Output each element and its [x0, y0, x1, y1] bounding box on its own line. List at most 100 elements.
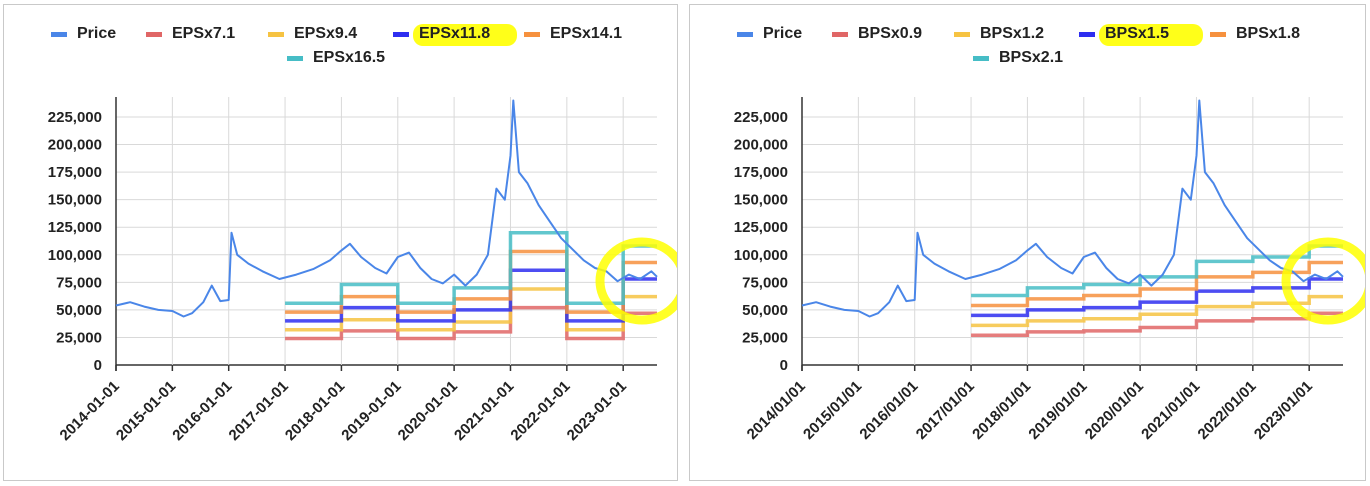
x-tick-label: 2017/01/01 — [913, 378, 978, 443]
legend-label: EPSx7.1 — [172, 25, 235, 42]
x-tick-label: 2014/01/01 — [744, 378, 809, 443]
legend-item[interactable]: EPSx14.1 — [524, 25, 622, 42]
x-tick-label: 2019-01-01 — [338, 378, 404, 444]
y-tick-label: 200,000 — [734, 137, 788, 154]
y-tick-label: 100,000 — [734, 247, 788, 264]
legend-highlight-marker — [413, 24, 517, 46]
legend-swatch — [393, 32, 409, 37]
gridlines — [801, 97, 1343, 366]
y-tick-label: 75,000 — [56, 274, 102, 291]
legend-label: BPSx1.8 — [1236, 25, 1300, 42]
y-tick-label: 100,000 — [48, 247, 102, 264]
y-tick-label: 225,000 — [48, 109, 102, 126]
legend-item[interactable]: BPSx0.9 — [832, 25, 922, 42]
legend-item[interactable]: Price — [51, 25, 116, 42]
y-tick-label: 0 — [94, 357, 102, 374]
highlight-circle-annotation — [595, 237, 677, 325]
gridlines — [115, 97, 657, 366]
legend: Price BPSx0.9 BPSx1.2 BPSx1.5 BPSx1.8 BPSx2.1 — [737, 24, 1300, 66]
legend-label: BPSx2.1 — [999, 49, 1063, 66]
valuation-line — [971, 294, 1343, 328]
valuation-line — [971, 277, 1343, 318]
series-epsx11-8 — [285, 268, 657, 323]
x-tick-label: 2023-01-01 — [564, 378, 630, 444]
x-tick-label: 2022-01-01 — [507, 378, 573, 444]
valuation-line — [285, 287, 657, 332]
y-tick-label: 125,000 — [48, 219, 102, 236]
valuation-line — [285, 268, 657, 323]
y-tick-label: 150,000 — [48, 192, 102, 209]
y-tick-label: 25,000 — [56, 329, 102, 346]
y-tick-label: 25,000 — [742, 329, 788, 346]
series-price-line — [115, 99, 658, 318]
x-tick-label: 2016/01/01 — [856, 378, 921, 443]
legend-item[interactable]: BPSx1.8 — [1210, 25, 1300, 42]
legend-swatch — [268, 32, 284, 37]
valuation-line — [971, 260, 1343, 308]
y-tick-label: 125,000 — [734, 219, 788, 236]
eps-valuation-chart: 0 25,000 50,000 75,000 100,000 125,000 150,000… — [48, 24, 677, 444]
valuation-line — [285, 230, 657, 306]
legend-label: BPSx0.9 — [858, 25, 922, 42]
series-price-line — [801, 99, 1344, 318]
x-tick-label: 2019/01/01 — [1025, 378, 1090, 443]
legend-swatch — [832, 32, 848, 37]
legend-swatch — [146, 32, 162, 37]
legend-swatch — [287, 56, 303, 61]
legend-item[interactable]: EPSx16.5 — [287, 49, 385, 66]
series-bpsx1-5 — [971, 277, 1343, 318]
x-tick-label: 2018/01/01 — [969, 378, 1034, 443]
x-tick-label: 2015-01-01 — [113, 378, 179, 444]
legend-swatch — [51, 32, 67, 37]
x-tick-label: 2020-01-01 — [395, 378, 461, 444]
y-tick-label: 175,000 — [48, 164, 102, 181]
highlight-circle-annotation — [1281, 237, 1365, 325]
legend-swatch — [1079, 32, 1095, 37]
legend-item[interactable]: Price — [737, 25, 802, 42]
legend: Price EPSx7.1 EPSx9.4 EPSx11.8 EPSx14.1 EPSx1… — [51, 24, 622, 66]
legend-label: EPSx9.4 — [294, 25, 357, 42]
series-epsx9-4 — [285, 287, 657, 332]
y-tick-label: 50,000 — [56, 302, 102, 319]
bps-valuation-chart: 0 25,000 50,000 75,000 100,000 125,000 150,000… — [734, 24, 1365, 443]
y-tick-label: 50,000 — [742, 302, 788, 319]
x-tick-label: 2021-01-01 — [451, 378, 517, 444]
legend-item[interactable]: BPSx1.5 — [1079, 24, 1203, 46]
x-tick-label: 2020/01/01 — [1082, 378, 1147, 443]
legend-item[interactable]: EPSx7.1 — [146, 25, 235, 42]
eps-valuation-chart-panel: 0 25,000 50,000 75,000 100,000 125,000 150,000… — [3, 4, 678, 481]
x-tick-label: 2017-01-01 — [226, 378, 292, 444]
y-tick-label: 0 — [780, 357, 788, 374]
legend-item[interactable]: EPSx11.8 — [393, 24, 517, 46]
legend-swatch — [973, 56, 989, 61]
legend-label: Price — [77, 25, 116, 42]
legend-item[interactable]: BPSx2.1 — [973, 49, 1063, 66]
x-tick-label: 2016-01-01 — [169, 378, 235, 444]
x-tick-label: 2022/01/01 — [1195, 378, 1260, 443]
x-tick-label: 2023/01/01 — [1251, 378, 1316, 443]
x-tick-label: 2014-01-01 — [57, 378, 123, 444]
y-tick-label: 150,000 — [734, 192, 788, 209]
legend-item[interactable]: EPSx9.4 — [268, 25, 357, 42]
series-bpsx0-9 — [971, 311, 1343, 337]
legend-swatch — [1210, 32, 1226, 37]
legend-label: EPSx14.1 — [550, 25, 622, 42]
legend-item[interactable]: BPSx1.2 — [954, 25, 1044, 42]
legend-label: EPSx11.8 — [419, 25, 490, 42]
series-bpsx1-2 — [971, 294, 1343, 328]
series-bpsx1-8 — [971, 260, 1343, 308]
legend-label: EPSx16.5 — [313, 49, 385, 66]
legend-label: Price — [763, 25, 802, 42]
valuation-line — [971, 311, 1343, 337]
bps-valuation-chart-panel: 0 25,000 50,000 75,000 100,000 125,000 150,000… — [689, 4, 1366, 481]
legend-label: BPSx1.2 — [980, 25, 1044, 42]
legend-highlight-marker — [1099, 24, 1203, 46]
y-tick-label: 225,000 — [734, 109, 788, 126]
legend-label: BPSx1.5 — [1105, 25, 1169, 42]
legend-swatch — [737, 32, 753, 37]
x-tick-label: 2021/01/01 — [1138, 378, 1203, 443]
y-tick-label: 175,000 — [734, 164, 788, 181]
y-tick-label: 75,000 — [742, 274, 788, 291]
legend-swatch — [524, 32, 540, 37]
valuation-line — [285, 305, 657, 341]
